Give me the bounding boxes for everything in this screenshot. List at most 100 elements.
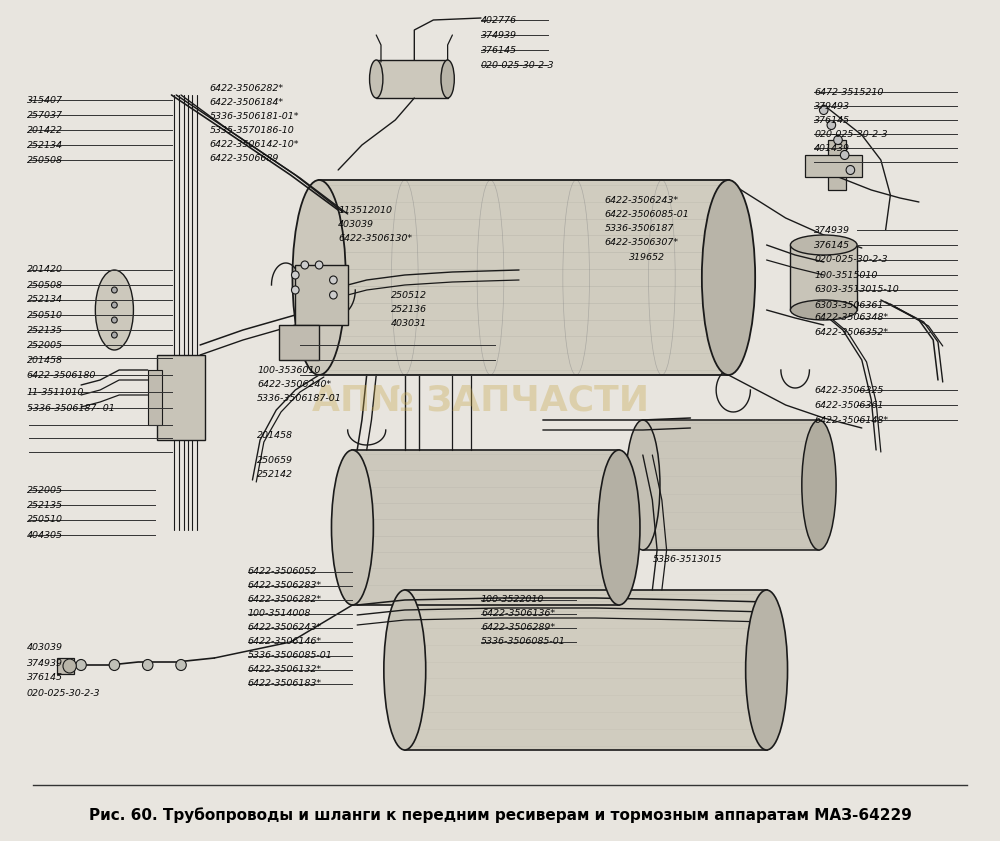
Text: 5336-3506187-01: 5336-3506187-01 — [257, 394, 342, 403]
Ellipse shape — [370, 60, 383, 98]
Text: 379493: 379493 — [814, 102, 850, 110]
Text: 5336-3506085-01: 5336-3506085-01 — [248, 652, 332, 660]
Bar — [352, 450, 619, 605]
Text: 403039: 403039 — [27, 643, 63, 653]
Text: 6422-3506348*: 6422-3506348* — [814, 314, 888, 322]
Text: 5336-3506187- 01: 5336-3506187- 01 — [27, 404, 115, 412]
Text: 020-025-30-2-3: 020-025-30-2-3 — [814, 130, 888, 139]
Text: 257037: 257037 — [27, 110, 63, 119]
Circle shape — [76, 659, 86, 670]
Text: 250512: 250512 — [391, 290, 427, 299]
Text: 5336-3506187: 5336-3506187 — [605, 224, 674, 232]
Circle shape — [112, 287, 117, 293]
Text: 5335-3570186-10: 5335-3570186-10 — [210, 125, 294, 135]
Ellipse shape — [441, 60, 454, 98]
Ellipse shape — [790, 235, 857, 255]
Circle shape — [176, 659, 186, 670]
Text: 6422-3506146*: 6422-3506146* — [248, 637, 322, 647]
Bar — [57, 658, 74, 674]
Bar — [295, 265, 348, 325]
Text: 6422-3506184*: 6422-3506184* — [210, 98, 284, 107]
Circle shape — [112, 332, 117, 338]
Bar — [643, 420, 819, 550]
Text: 020-025-30-2-3: 020-025-30-2-3 — [27, 689, 100, 697]
Ellipse shape — [331, 450, 373, 605]
Text: 6422-3506085-01: 6422-3506085-01 — [605, 209, 689, 219]
Text: 252134: 252134 — [27, 295, 63, 304]
Text: 404305: 404305 — [27, 531, 63, 539]
Bar — [319, 180, 729, 375]
Text: 374939: 374939 — [27, 659, 63, 668]
Circle shape — [142, 659, 153, 670]
Text: 6422-3506243*: 6422-3506243* — [248, 623, 322, 632]
Ellipse shape — [746, 590, 788, 750]
Text: 6303-3513015-10: 6303-3513015-10 — [814, 285, 899, 294]
Text: 250510: 250510 — [27, 310, 63, 320]
Circle shape — [330, 276, 337, 284]
Text: 5336-3506085-01: 5336-3506085-01 — [481, 637, 566, 647]
Text: 6422-3506289*: 6422-3506289* — [481, 623, 555, 632]
Text: 100-3522010: 100-3522010 — [481, 595, 544, 605]
Text: 6422-3506183*: 6422-3506183* — [248, 680, 322, 689]
Text: 319652: 319652 — [629, 253, 665, 262]
Text: 252005: 252005 — [27, 341, 63, 350]
Ellipse shape — [292, 180, 346, 375]
Text: 252135: 252135 — [27, 500, 63, 510]
Text: 6472-3515210: 6472-3515210 — [814, 87, 884, 97]
Text: 6422-3506132*: 6422-3506132* — [248, 665, 322, 674]
Circle shape — [840, 151, 849, 160]
Circle shape — [291, 286, 299, 294]
Text: 6422-3506282*: 6422-3506282* — [210, 83, 284, 93]
Text: 6422-3506243*: 6422-3506243* — [605, 195, 679, 204]
Text: 201458: 201458 — [27, 356, 63, 364]
Text: 6422-3506130*: 6422-3506130* — [338, 234, 412, 242]
Text: 376145: 376145 — [27, 674, 63, 683]
Text: 6422-3506361: 6422-3506361 — [814, 400, 884, 410]
Text: 403039: 403039 — [338, 220, 374, 229]
Circle shape — [827, 120, 836, 130]
Text: 6422-3506325: 6422-3506325 — [814, 385, 884, 394]
Text: 6422-3506282*: 6422-3506282* — [248, 595, 322, 605]
Circle shape — [301, 261, 309, 269]
Text: 113512010: 113512010 — [338, 205, 392, 214]
Text: 252142: 252142 — [257, 469, 293, 479]
Text: 376145: 376145 — [481, 45, 517, 55]
Circle shape — [63, 659, 76, 673]
Text: 376145: 376145 — [814, 241, 850, 250]
Text: 376145: 376145 — [814, 115, 850, 124]
Text: 6422-3506136*: 6422-3506136* — [481, 610, 555, 618]
Circle shape — [834, 135, 842, 145]
Text: 6422-3506689: 6422-3506689 — [210, 154, 279, 162]
Text: 315407: 315407 — [27, 96, 63, 104]
Text: 402776: 402776 — [481, 15, 517, 24]
Text: 252136: 252136 — [391, 304, 427, 314]
Bar — [790, 245, 857, 310]
Text: 6422-3506052: 6422-3506052 — [248, 568, 317, 576]
Text: 250659: 250659 — [257, 456, 293, 464]
Text: 201458: 201458 — [257, 431, 293, 440]
Ellipse shape — [95, 270, 133, 350]
Ellipse shape — [384, 590, 426, 750]
Bar — [405, 590, 767, 750]
Text: 11-3511010: 11-3511010 — [27, 388, 84, 396]
Circle shape — [330, 291, 337, 299]
Text: 252134: 252134 — [27, 140, 63, 150]
Ellipse shape — [702, 180, 755, 375]
Ellipse shape — [626, 420, 660, 550]
Text: 401439: 401439 — [814, 144, 850, 152]
Circle shape — [846, 166, 855, 174]
Text: 250510: 250510 — [27, 516, 63, 525]
Text: 6422-3506307*: 6422-3506307* — [605, 237, 679, 246]
Ellipse shape — [598, 450, 640, 605]
Text: 250508: 250508 — [27, 281, 63, 289]
Bar — [805, 155, 862, 177]
Text: АП№ ЗАПЧАСТИ: АП№ ЗАПЧАСТИ — [312, 383, 650, 417]
Text: Рис. 60. Трубопроводы и шланги к передним ресиверам и тормозным аппаратам МАЗ-64: Рис. 60. Трубопроводы и шланги к передни… — [89, 807, 911, 822]
Text: 252005: 252005 — [27, 485, 63, 495]
Circle shape — [112, 317, 117, 323]
Text: 020-025-30-2-3: 020-025-30-2-3 — [481, 61, 554, 70]
Bar — [828, 140, 846, 190]
Bar — [157, 355, 205, 440]
Circle shape — [109, 659, 120, 670]
Text: 250508: 250508 — [27, 156, 63, 165]
